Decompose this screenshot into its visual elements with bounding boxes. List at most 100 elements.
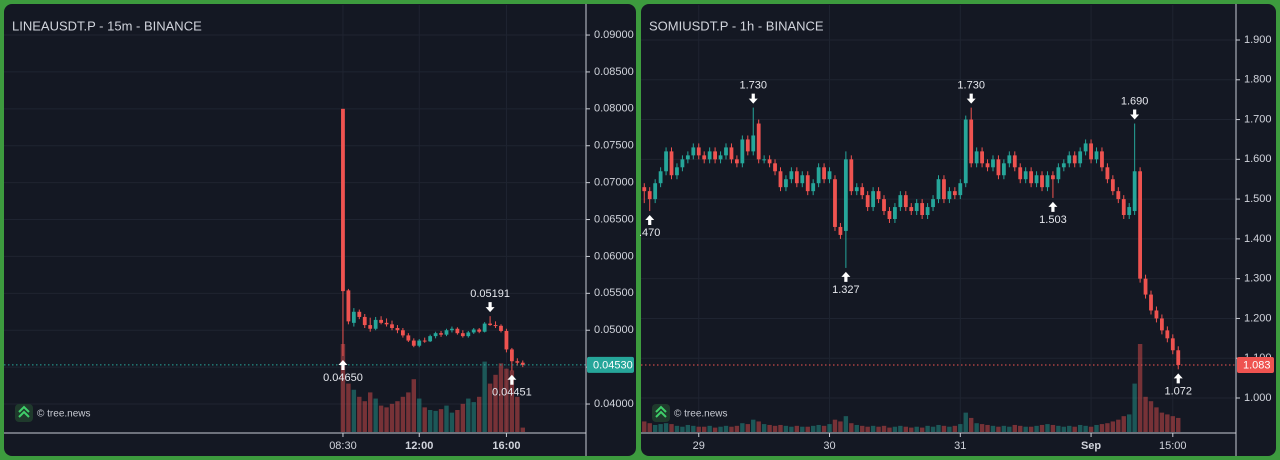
last-price-label: 1.083 <box>1243 359 1271 371</box>
candle-body <box>773 163 777 172</box>
volume-bar <box>963 412 968 432</box>
candle-body <box>724 147 728 156</box>
x-tick-label: 31 <box>954 440 966 452</box>
volume-bar <box>362 401 367 432</box>
volume-bar <box>487 383 493 432</box>
volume-bar <box>800 426 805 432</box>
candle-body <box>1018 167 1023 180</box>
volume-bar <box>663 423 669 432</box>
candle-body <box>713 151 718 160</box>
candle-body <box>647 191 652 200</box>
volume-bar <box>680 426 685 432</box>
candle-body <box>390 324 394 329</box>
last-price-label: 0.04530 <box>593 359 633 371</box>
volume-bar <box>1116 419 1121 432</box>
volume-bar <box>702 426 707 432</box>
chart: 0.040000.045000.050000.055000.060000.065… <box>4 4 634 456</box>
volume-bar <box>832 419 838 432</box>
y-tick-label: 0.06000 <box>594 250 634 262</box>
last-price-box <box>587 356 634 373</box>
candle-body <box>963 119 968 184</box>
candle-body <box>707 151 712 160</box>
candle-body <box>433 333 438 337</box>
candle-body <box>854 187 859 192</box>
volume-bar <box>1127 414 1132 432</box>
candle-body <box>384 322 389 325</box>
candle-body <box>762 159 767 161</box>
candle-body <box>800 175 805 184</box>
volume-bar <box>843 416 849 432</box>
volume-bar <box>373 398 378 432</box>
volume-bar <box>1137 344 1143 432</box>
candle-body <box>833 179 837 227</box>
x-tick-label: 30 <box>823 440 835 452</box>
low-label: 0.04451 <box>492 387 532 399</box>
x-tick-label: 15:00 <box>1159 440 1187 452</box>
candle-body <box>898 195 903 208</box>
y-tick-label: 1.600 <box>1244 153 1272 165</box>
volume-bar <box>1018 425 1023 432</box>
low-marker <box>338 360 348 371</box>
volume-bar <box>1039 424 1045 432</box>
candle-body <box>664 151 668 172</box>
volume-bar <box>794 425 800 432</box>
candle-body <box>1078 151 1083 164</box>
volume-bar <box>865 426 870 432</box>
y-tick-label: 0.08500 <box>594 66 634 78</box>
volume-bar <box>1045 424 1050 432</box>
low-marker <box>841 271 851 282</box>
volume-bar <box>996 426 1001 432</box>
volume-bar <box>1170 416 1175 432</box>
volume-bar <box>887 427 892 432</box>
volume-bar <box>669 424 674 432</box>
volume-bar <box>767 424 772 432</box>
candle-body <box>1045 175 1050 188</box>
volume-bar <box>881 425 887 432</box>
volume-bar <box>876 426 881 432</box>
volume-bar <box>761 424 767 432</box>
volume-bar <box>1088 426 1094 432</box>
low-label: 1.503 <box>1039 214 1067 226</box>
candle-body <box>450 328 454 331</box>
candle-body <box>931 199 935 208</box>
volume-bar <box>1105 423 1110 432</box>
candle-body <box>400 330 405 336</box>
volume-bar <box>1110 421 1116 432</box>
candle-body <box>925 207 930 216</box>
low-label: 1.327 <box>832 284 860 296</box>
volume-bar <box>642 421 647 432</box>
volume-bar <box>520 427 525 432</box>
watermark: © tree.news <box>37 409 91 420</box>
volume-bar <box>389 403 395 432</box>
candle-body <box>341 108 345 292</box>
volume-bar <box>930 426 936 432</box>
volume-bar <box>941 425 947 432</box>
candle-body <box>909 207 914 212</box>
volume-bar <box>1072 426 1077 432</box>
volume-bar <box>1121 416 1126 432</box>
candle-body <box>1176 350 1181 365</box>
candle-body <box>1170 338 1175 351</box>
high-marker <box>748 93 758 104</box>
candle-body <box>789 171 794 180</box>
candle-body <box>876 191 881 200</box>
volume-bar <box>460 403 466 432</box>
candle-body <box>849 159 854 192</box>
candle-body <box>816 167 821 184</box>
candle-body <box>947 191 952 200</box>
volume-bar <box>919 427 925 432</box>
candle-body <box>455 328 460 334</box>
volume-bar <box>1023 426 1028 432</box>
volume-bar <box>674 425 680 432</box>
candle-body <box>887 211 892 219</box>
candle-body <box>882 199 886 212</box>
candle-body <box>669 151 674 176</box>
volume-bar <box>745 424 750 432</box>
volume-bar <box>898 425 903 432</box>
candle-body <box>444 330 449 335</box>
volume-bar <box>936 424 941 432</box>
y-tick-label: 0.06500 <box>594 213 634 225</box>
volume-bar <box>1001 425 1007 432</box>
